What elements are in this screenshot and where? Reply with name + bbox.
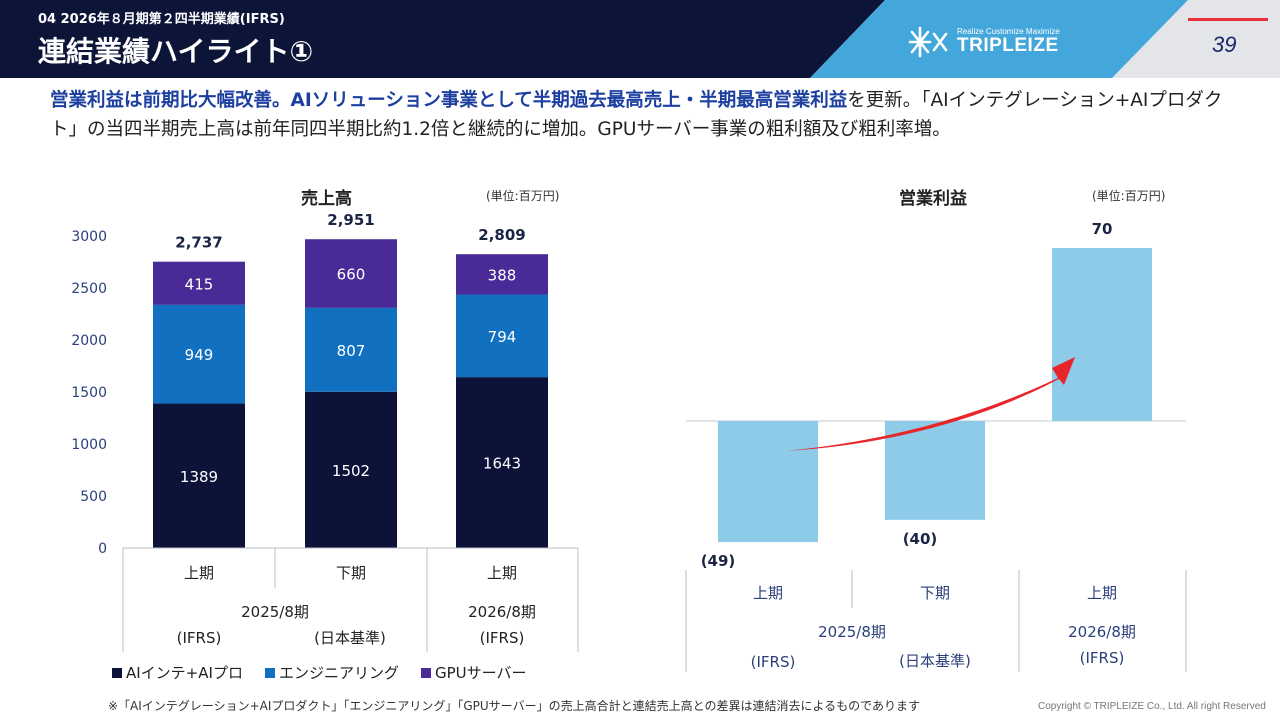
- x-group-standard: (IFRS): [751, 653, 796, 671]
- y-tick-label: 1000: [71, 437, 107, 453]
- legend-item-ai: AIインテ+AIプロ: [112, 662, 243, 683]
- x-group-standard: (IFRS): [480, 629, 525, 647]
- sales-unit-label: (単位:百万円): [486, 189, 560, 203]
- sales-chart-title: 売上高: [301, 189, 352, 209]
- header-background: [0, 0, 1280, 78]
- x-group-standard: (日本基準): [899, 652, 971, 670]
- x-category-label: 上期: [184, 564, 214, 582]
- logo-name: TRIPLEIZE: [957, 35, 1059, 56]
- legend-swatch-ai: [112, 668, 122, 678]
- logo-tagline: Realize Customize Maximize: [957, 27, 1060, 36]
- copyright: Copyright © TRIPLEIZE Co., Ltd. All righ…: [1038, 701, 1266, 712]
- x-group-standard: (IFRS): [1080, 649, 1125, 667]
- tripleize-logo-icon: [908, 26, 948, 58]
- x-group-label: 2025/8期: [241, 603, 309, 621]
- y-tick-label: 1500: [71, 385, 107, 401]
- legend-item-gpu: GPUサーバー: [420, 662, 527, 683]
- op-chart-title: 営業利益: [899, 189, 967, 209]
- bar-segment: [456, 254, 548, 295]
- x-group-label: 2026/8期: [1068, 623, 1136, 641]
- x-category-label: 下期: [336, 564, 366, 582]
- x-category-label: 下期: [920, 584, 950, 602]
- x-group-standard: (IFRS): [177, 629, 222, 647]
- op-bar: [718, 421, 818, 543]
- x-category-label: 上期: [753, 584, 783, 602]
- legend-item-engineering: エンジニアリング: [264, 662, 399, 683]
- page-title: 連結業績ハイライト①: [38, 35, 314, 68]
- bar-segment: [153, 261, 245, 305]
- segment-data-label: 794: [488, 328, 517, 346]
- y-tick-label: 3000: [71, 229, 107, 245]
- lead-paragraph: 営業利益は前期比大幅改善。AIソリューション事業として半期過去最高売上・半期最高…: [50, 86, 1230, 144]
- segment-data-label: 415: [185, 275, 214, 293]
- footnote: ※「AIインテグレーション+AIプロダクト」「エンジニアリング」「GPUサーバー…: [108, 699, 920, 713]
- legend-label-ai: AIインテ+AIプロ: [126, 664, 243, 682]
- segment-data-label: 807: [337, 342, 366, 360]
- legend-label-engineering: エンジニアリング: [278, 664, 399, 682]
- segment-data-label: 660: [337, 266, 366, 284]
- x-group-label: 2026/8期: [468, 603, 536, 621]
- page-number-accent: [1188, 18, 1268, 21]
- lead-rest: を更新。「AIインテグレーション+AIプロダクト」の当四半期売上高は前年同四半期…: [50, 90, 1223, 140]
- y-tick-label: 500: [80, 489, 107, 505]
- x-group-label: 2025/8期: [818, 623, 886, 641]
- segment-data-label: 1502: [332, 462, 370, 480]
- op-data-label: (49): [701, 552, 736, 570]
- bar-segment: [305, 307, 397, 392]
- total-data-label: 2,809: [478, 226, 525, 244]
- y-tick-label: 2500: [71, 281, 107, 297]
- op-data-label: (40): [903, 530, 938, 548]
- x-group-standard: (日本基準): [314, 629, 386, 647]
- total-data-label: 2,951: [327, 211, 374, 229]
- segment-data-label: 388: [488, 266, 517, 284]
- segment-data-label: 1389: [180, 468, 218, 486]
- total-data-label: 2,737: [175, 234, 222, 252]
- legend-swatch-engineering: [264, 668, 275, 678]
- x-category-label: 上期: [1087, 584, 1117, 602]
- op-unit-label: (単位:百万円): [1092, 189, 1166, 203]
- segment-data-label: 949: [185, 346, 214, 364]
- lead-highlight: 営業利益は前期比大幅改善。AIソリューション事業として半期過去最高売上・半期最高…: [50, 90, 848, 111]
- sales-legend: AIインテ+AIプロ エンジニアリング GPUサーバー: [112, 662, 526, 683]
- op-data-label: 70: [1092, 220, 1113, 238]
- page-number: 39: [1212, 32, 1237, 57]
- bar-segment: [305, 239, 397, 308]
- legend-label-gpu: GPUサーバー: [434, 664, 527, 682]
- segment-data-label: 1643: [483, 455, 521, 473]
- op-bar: [1052, 248, 1152, 421]
- y-tick-label: 0: [98, 541, 107, 557]
- bar-segment: [153, 304, 245, 404]
- bar-segment: [456, 294, 548, 378]
- bar-segment: [456, 377, 548, 548]
- section-subtitle: 04 2026年８月期第２四半期業績(IFRS): [38, 12, 285, 27]
- bar-segment: [153, 403, 245, 548]
- op-bar: [885, 421, 985, 520]
- header-banner: 04 2026年８月期第２四半期業績(IFRS) 連結業績ハイライト① Real…: [0, 0, 1280, 78]
- bar-segment: [305, 391, 397, 548]
- legend-swatch-gpu: [420, 668, 431, 678]
- x-category-label: 上期: [487, 564, 517, 582]
- y-tick-label: 2000: [71, 333, 107, 349]
